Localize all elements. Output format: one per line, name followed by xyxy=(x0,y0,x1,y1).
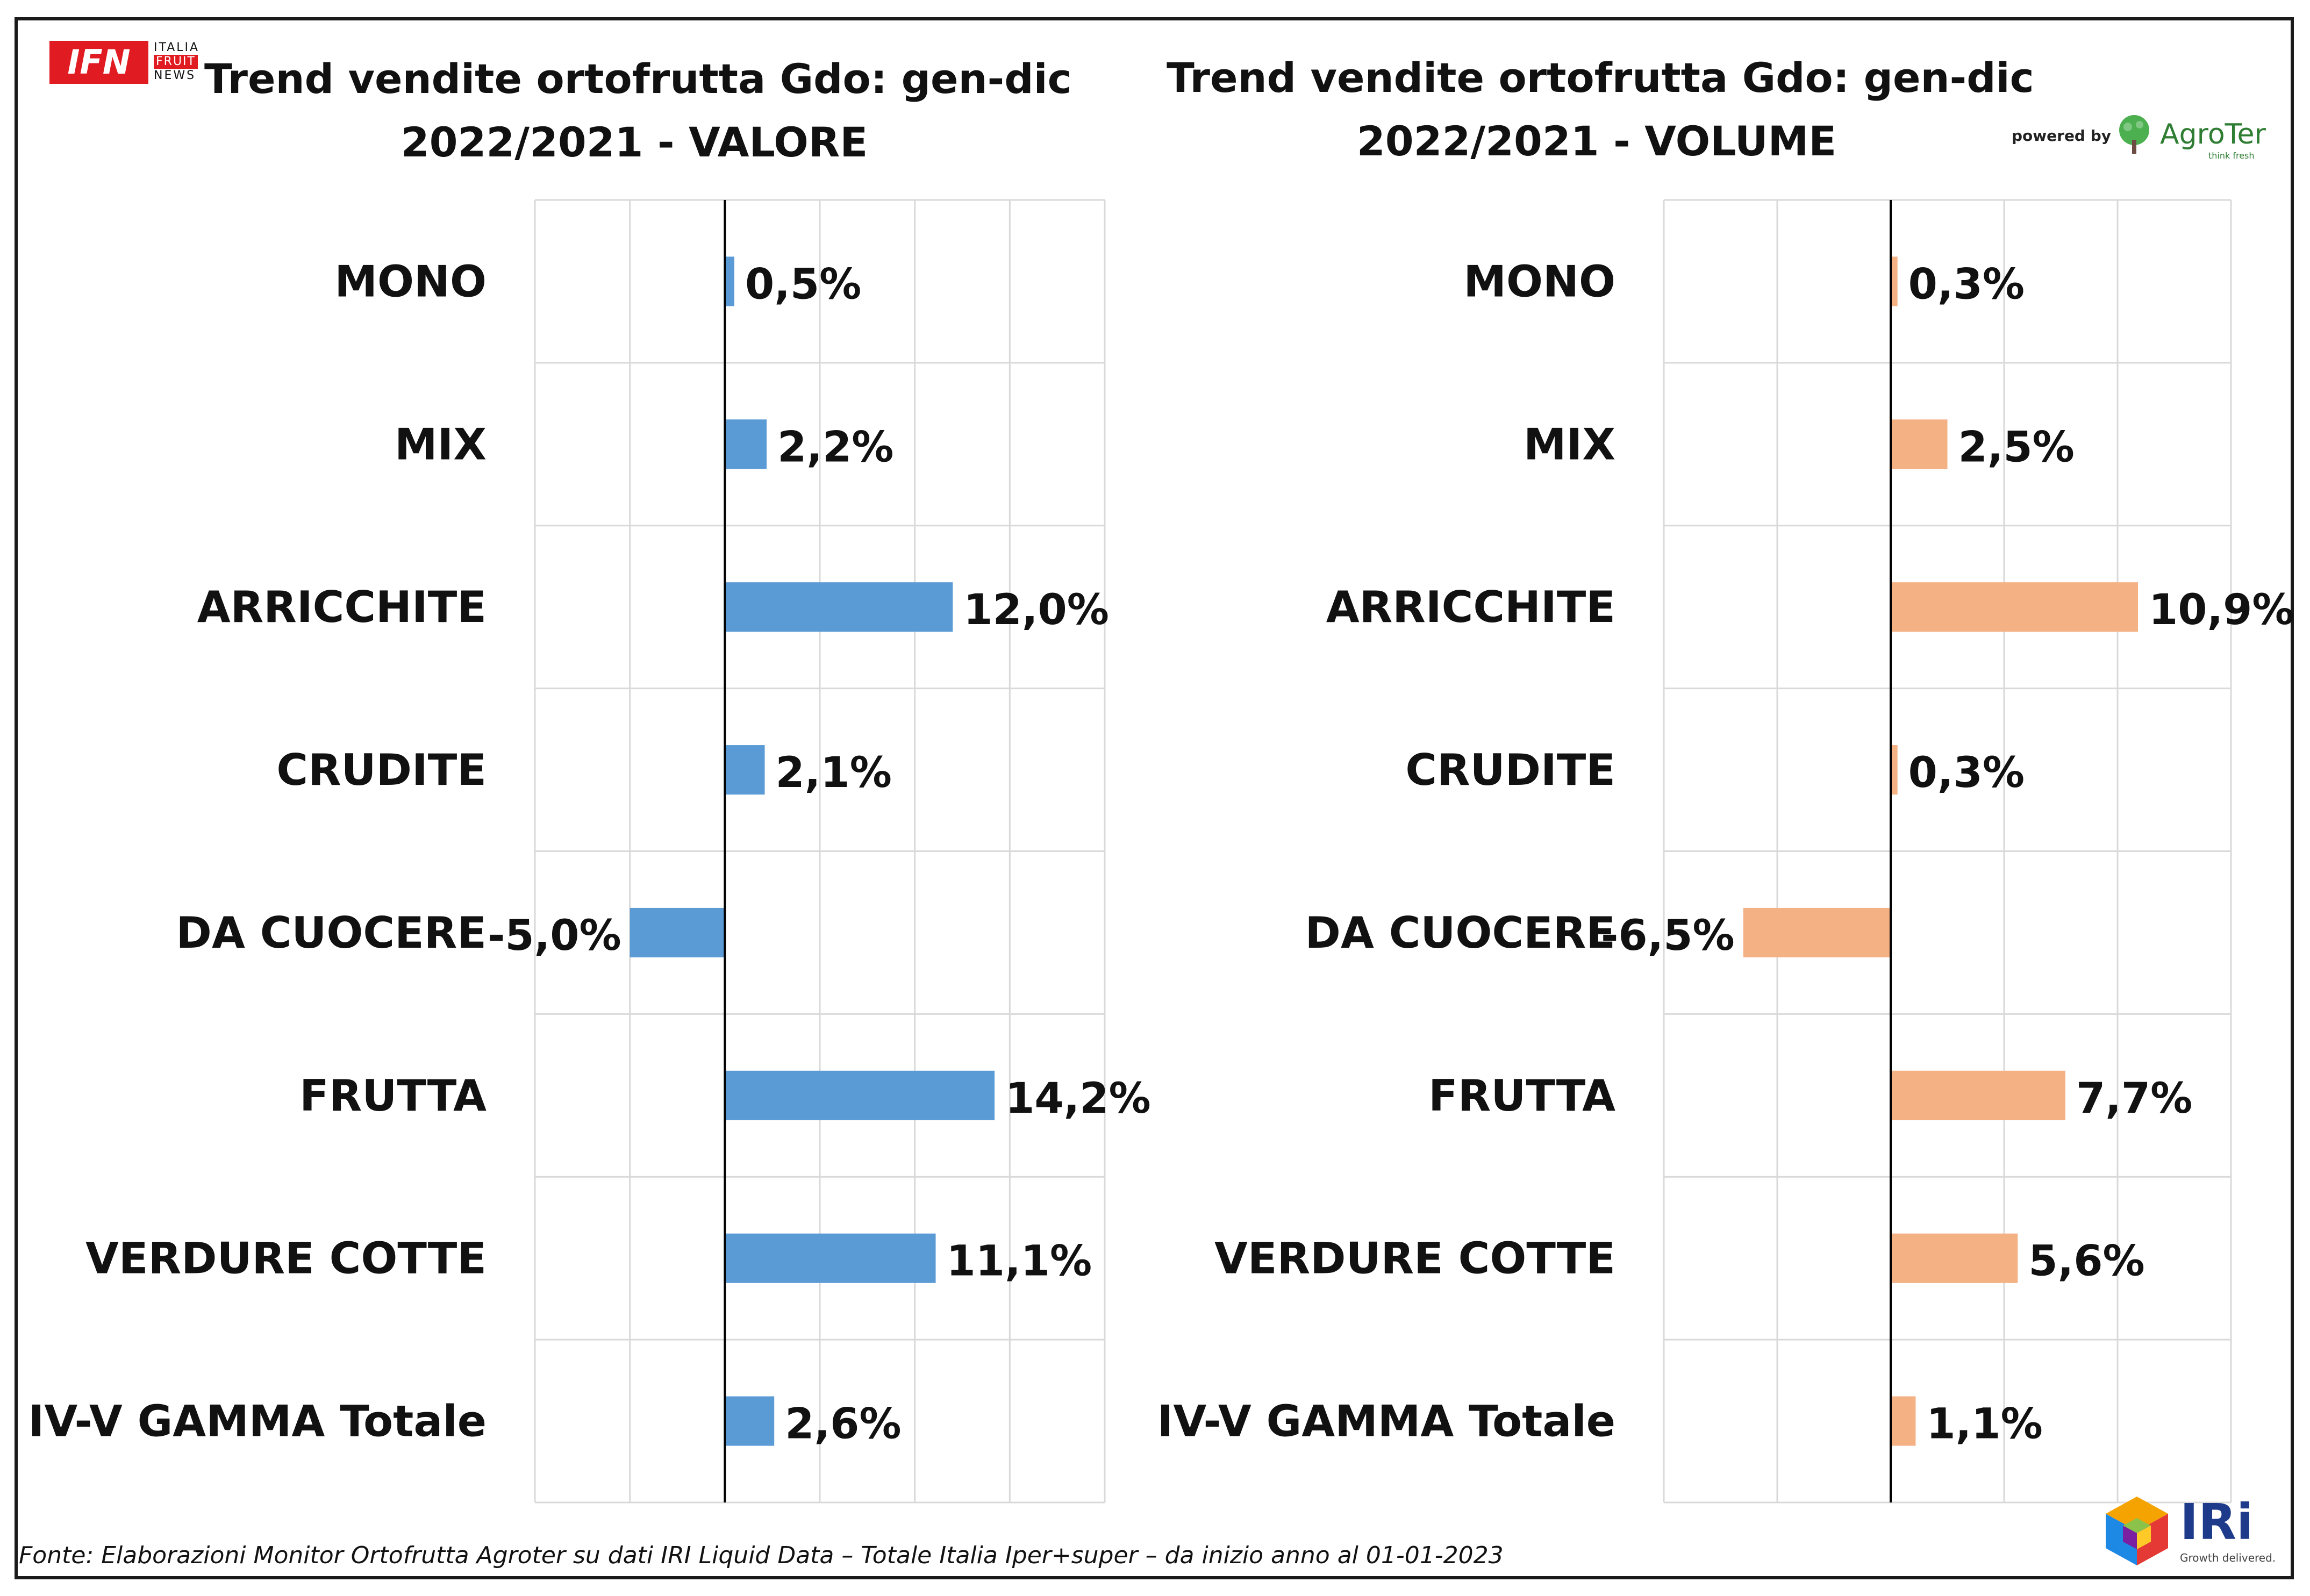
ifn-logo-line2: FRUIT xyxy=(154,55,213,69)
ifn-logo-mark: IFN xyxy=(49,41,148,84)
source-footnote: Fonte: Elaborazioni Monitor Ortofrutta A… xyxy=(19,1542,1504,1569)
ifn-logo-line3: NEWS xyxy=(154,69,196,82)
agroter-name: AgroTer xyxy=(2160,118,2266,151)
iri-logo: IRi Growth delivered. xyxy=(2099,1493,2276,1569)
agroter-tagline: think fresh xyxy=(2208,151,2255,161)
chart-title-volume-line1: Trend vendite ortofrutta Gdo: gen-dic xyxy=(1167,54,2034,102)
iri-cube-icon xyxy=(2106,1497,2168,1565)
agroter-tree-icon xyxy=(2119,115,2149,154)
powered-by-label: powered by xyxy=(2012,127,2112,145)
chart-title-volume: Trend vendite ortofrutta Gdo: gen-dic 20… xyxy=(1167,46,2034,173)
chart-title-volume-line2: 2022/2021 - VOLUME xyxy=(1356,117,1837,165)
chart-title-valore: Trend vendite ortofrutta Gdo: gen-dic 20… xyxy=(204,47,1072,174)
iri-name: IRi xyxy=(2180,1493,2254,1551)
ifn-logo-side: ITALIA FRUIT NEWS xyxy=(154,41,213,83)
iri-tagline: Growth delivered. xyxy=(2180,1551,2276,1564)
chart-frame xyxy=(15,17,2294,1579)
agroter-logo: AgroTer think fresh xyxy=(2113,111,2266,161)
chart-title-valore-line1: Trend vendite ortofrutta Gdo: gen-dic xyxy=(204,55,1072,103)
chart-title-valore-line2: 2022/2021 - VALORE xyxy=(401,118,868,166)
ifn-logo: IFN ITALIA FRUIT NEWS xyxy=(49,41,211,84)
ifn-logo-line1: ITALIA xyxy=(154,41,200,54)
